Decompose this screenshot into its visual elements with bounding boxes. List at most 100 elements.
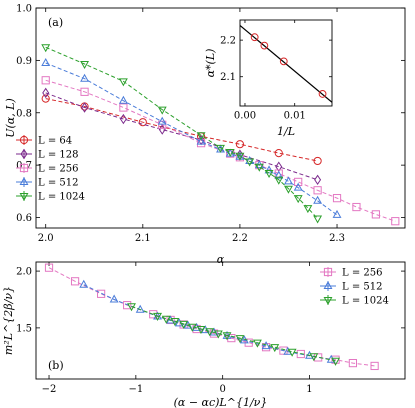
x-tick-label: 0: [219, 384, 225, 395]
y-tick-label: 0.9: [16, 56, 32, 67]
x-tick-label: 1: [306, 384, 312, 395]
y-tick-label: 0.6: [16, 213, 32, 224]
legend: L = 256 L = 512 L = 1024: [320, 267, 389, 307]
data-point: [303, 205, 313, 214]
data-point: [348, 358, 358, 368]
data-point: [109, 294, 119, 303]
data-point: [245, 158, 255, 167]
data-point: [296, 349, 305, 359]
y-axis-label: m²L^{2β/ν}: [2, 286, 15, 355]
data-point: [235, 152, 245, 161]
y-axis-label: α*(L): [204, 49, 217, 78]
data-point: [170, 318, 180, 327]
data-point: [352, 202, 361, 212]
data-point: [41, 58, 51, 67]
data-point: [196, 325, 206, 335]
data-point: [254, 163, 264, 172]
data-point: [196, 132, 206, 141]
data-point: [41, 94, 50, 103]
legend-marker: [19, 192, 29, 201]
legend-marker: [19, 177, 29, 186]
series-line: [131, 305, 336, 362]
series-line: [83, 284, 332, 361]
y-tick-label: 2.1: [220, 72, 236, 83]
data-point: [293, 195, 303, 204]
data-area: [41, 44, 400, 226]
data-point: [119, 113, 127, 125]
data-point: [216, 144, 225, 153]
data-point: [332, 194, 342, 203]
data-point: [287, 348, 297, 357]
legend-marker: [323, 281, 333, 290]
legend-label: L = 512: [38, 178, 78, 189]
y-axis-label: U(α, L): [4, 98, 17, 138]
data-point: [391, 217, 400, 226]
series-line: [45, 92, 318, 181]
series-line: [45, 46, 318, 219]
x-tick-label: 2.1: [135, 233, 151, 244]
data-point: [252, 339, 262, 348]
legend-marker: [323, 267, 333, 277]
data-point: [313, 156, 322, 166]
data-point: [279, 346, 288, 355]
data-point: [270, 344, 280, 353]
data-point: [313, 215, 323, 224]
data-point: [157, 106, 167, 115]
data-point: [274, 176, 284, 185]
data-point: [44, 263, 54, 272]
legend-marker: [19, 163, 29, 173]
data-point: [138, 118, 147, 127]
data-point: [205, 328, 215, 337]
data-point: [187, 323, 197, 332]
data-point: [118, 95, 128, 104]
data-point: [331, 355, 340, 364]
legend-marker: [323, 296, 333, 305]
y-tick-label: 1.0: [16, 4, 32, 15]
x-axis-label: (α − αc)L^{1/ν}: [174, 396, 268, 408]
legend-marker: [19, 135, 29, 145]
data-point: [318, 90, 327, 98]
data-point: [183, 320, 193, 329]
data-point: [222, 332, 232, 341]
series-2: [127, 303, 340, 366]
data-point: [161, 315, 171, 324]
x-axis-label: α: [217, 253, 225, 266]
legend-label: L = 128: [38, 150, 78, 161]
data-point: [260, 41, 269, 50]
data-point: [314, 353, 323, 362]
y-tick-label: 2.2: [220, 36, 236, 47]
axes-frame: [35, 7, 406, 229]
y-tick-label: 2.0: [16, 267, 32, 278]
data-point: [153, 312, 163, 321]
data-point: [294, 177, 303, 187]
panel-label: (a): [48, 16, 63, 29]
data-point: [264, 169, 274, 178]
data-point: [371, 210, 380, 219]
x-tick-label: 2.3: [329, 233, 345, 244]
legend-label: L = 512: [342, 282, 382, 293]
x-tick-label: 2.0: [38, 233, 54, 244]
data-point: [118, 78, 128, 87]
data-point: [80, 61, 90, 70]
data-point: [326, 354, 336, 363]
data-point: [80, 73, 90, 82]
data-point: [314, 174, 322, 186]
data-point: [196, 136, 206, 145]
data-point: [79, 279, 89, 288]
legend-label: L = 256: [342, 268, 382, 279]
y-tick-label: 0.8: [16, 108, 32, 119]
series-line: [45, 79, 396, 222]
axes-frame: [35, 261, 406, 380]
x-tick-label: 2.2: [232, 233, 248, 244]
data-point: [235, 335, 245, 344]
y-tick-label: 1.5: [16, 323, 32, 334]
data-point: [274, 148, 283, 158]
data-point: [279, 57, 288, 66]
panel-inset: 0.00 0.01 2.1 2.2 1/L α*(L): [204, 19, 333, 138]
x-tick-label: −2: [42, 384, 57, 395]
data-point: [200, 325, 210, 334]
data-point: [225, 149, 235, 158]
data-point: [213, 330, 223, 339]
series-4: [41, 44, 323, 224]
